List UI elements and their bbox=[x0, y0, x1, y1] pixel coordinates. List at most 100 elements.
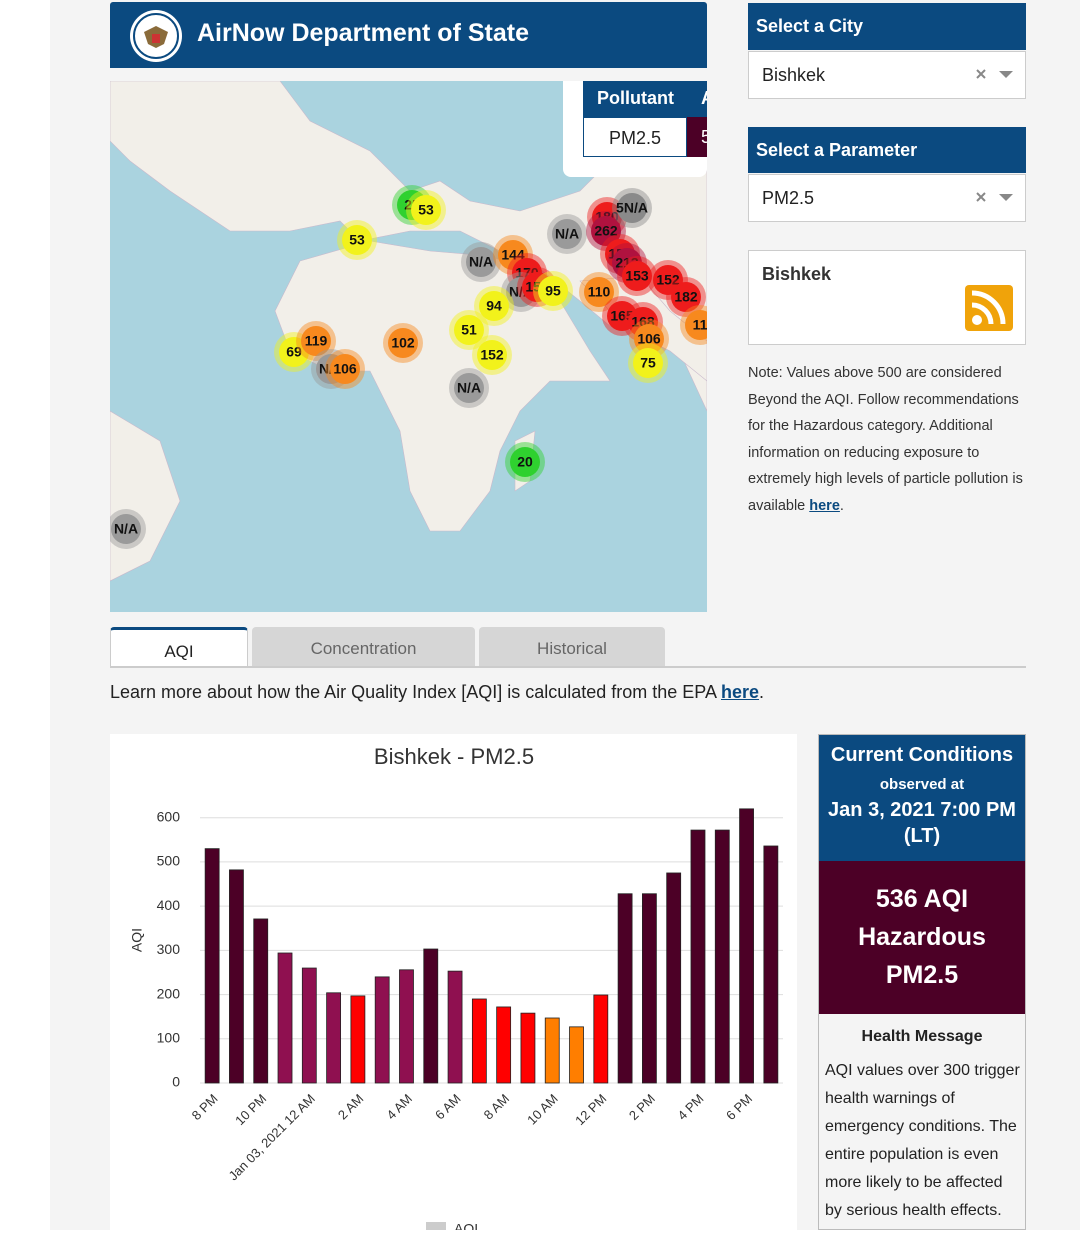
marker-label: 110 bbox=[588, 284, 611, 300]
marker bbox=[477, 340, 507, 370]
aqi-box: 536 AQI Hazardous PM2.5 bbox=[819, 861, 1025, 1014]
marker bbox=[111, 514, 141, 544]
map-canvas: 255353N/A1802625N/AN/A144170N/A156951572… bbox=[110, 81, 707, 582]
parameter-heading: Select a Parameter bbox=[748, 127, 1026, 173]
marker bbox=[466, 247, 496, 277]
marker bbox=[454, 315, 484, 345]
y-tick-label: 0 bbox=[172, 1074, 180, 1090]
bar bbox=[520, 1012, 536, 1084]
marker-label: 152 bbox=[656, 272, 680, 288]
note-link[interactable]: here bbox=[809, 497, 840, 514]
marker-label: 11 bbox=[693, 317, 707, 333]
city-select[interactable]: Bishkek bbox=[748, 51, 1026, 99]
bar bbox=[399, 969, 414, 1084]
bar bbox=[326, 992, 342, 1084]
time-zone: (LT) bbox=[903, 825, 941, 847]
marker-label: 53 bbox=[349, 232, 365, 248]
x-tick-label: 2 PM bbox=[626, 1091, 658, 1123]
note-text: Note: Values above 500 are considered Be… bbox=[748, 365, 1023, 514]
bar bbox=[471, 998, 487, 1084]
marker-label: 165 bbox=[610, 308, 634, 324]
y-tick-label: 100 bbox=[157, 1029, 181, 1045]
x-tick-label: Jan 03, 2021 12 AM bbox=[225, 1091, 317, 1183]
marker-label: 119 bbox=[305, 333, 328, 349]
bar bbox=[423, 948, 439, 1084]
bar bbox=[301, 967, 317, 1084]
bar bbox=[447, 970, 463, 1084]
marker bbox=[454, 373, 484, 403]
tab-rule bbox=[110, 666, 1026, 668]
y-tick-label: 600 bbox=[157, 808, 181, 824]
conditions-header: Current Conditions observed at Jan 3, 20… bbox=[819, 735, 1025, 861]
marker-label: 262 bbox=[594, 223, 618, 239]
legend-swatch bbox=[426, 1222, 446, 1234]
observed-label: observed at bbox=[879, 776, 965, 793]
marker-label: 53 bbox=[418, 202, 434, 218]
marker-label: 182 bbox=[674, 289, 698, 305]
marker bbox=[388, 328, 418, 358]
x-tick-label: 6 AM bbox=[432, 1091, 464, 1123]
bar bbox=[739, 808, 754, 1084]
aqi-category: Hazardous bbox=[858, 923, 986, 951]
marker bbox=[538, 276, 568, 306]
marker-label: N/A bbox=[457, 380, 481, 396]
city-card: Bishkek bbox=[748, 250, 1026, 345]
marker-label: 153 bbox=[625, 268, 649, 284]
marker-label: 5N/A bbox=[616, 200, 648, 216]
select-icons bbox=[976, 192, 1013, 202]
marker-label: 144 bbox=[501, 247, 525, 263]
marker-label: 51 bbox=[461, 322, 477, 338]
marker-label: 106 bbox=[637, 331, 661, 347]
marker bbox=[622, 261, 652, 291]
marker-label: N/A bbox=[114, 521, 138, 537]
tab[interactable]: Historical bbox=[479, 627, 665, 666]
map[interactable]: 255353N/A1802625N/AN/A144170N/A156951572… bbox=[110, 81, 707, 612]
marker bbox=[591, 216, 621, 246]
x-tick-label: 2 AM bbox=[335, 1091, 367, 1123]
x-tick-label: 8 PM bbox=[189, 1091, 221, 1123]
note-end: . bbox=[839, 497, 844, 514]
observed-time: Jan 3, 2021 7:00 PM bbox=[828, 799, 1016, 821]
rss-icon[interactable] bbox=[965, 285, 1013, 331]
bar bbox=[374, 976, 390, 1084]
y-axis-label: AQI bbox=[129, 928, 145, 952]
note: Note: Values above 500 are considered Be… bbox=[748, 360, 1028, 519]
popup-header: Pollutant bbox=[583, 81, 688, 117]
popup-header: A bbox=[687, 81, 707, 117]
learn-more: Learn more about how the Air Quality Ind… bbox=[110, 682, 764, 703]
bar bbox=[763, 845, 779, 1084]
marker-label: 20 bbox=[517, 454, 533, 470]
marker-label: 152 bbox=[480, 347, 504, 363]
city-heading: Select a City bbox=[748, 3, 1026, 50]
aqi-pollutant: PM2.5 bbox=[885, 961, 959, 989]
marker-label: 94 bbox=[486, 298, 502, 314]
health-heading: Health Message bbox=[861, 1028, 983, 1045]
chart-panel: Bishkek - PM2.5 AQI 0 100 200 300 400 500 600 8… bbox=[110, 734, 797, 1235]
tab[interactable]: AQI bbox=[110, 627, 248, 666]
bar bbox=[544, 1017, 560, 1084]
marker-label: 69 bbox=[286, 344, 302, 360]
marker bbox=[510, 447, 540, 477]
health-text: AQI values over 300 trigger health warni… bbox=[825, 1062, 1020, 1219]
city-value: Bishkek bbox=[762, 65, 826, 85]
bar bbox=[253, 918, 269, 1084]
x-tick-label: 10 PM bbox=[232, 1091, 269, 1128]
learn-link[interactable]: here bbox=[720, 682, 760, 702]
aqi-value: 536 AQI bbox=[875, 885, 969, 913]
legend-label: AQI bbox=[454, 1221, 478, 1230]
bar bbox=[277, 952, 293, 1084]
card-title: Bishkek bbox=[762, 264, 832, 284]
parameter-select[interactable]: PM2.5 bbox=[748, 174, 1026, 222]
marker bbox=[584, 277, 614, 307]
marker bbox=[634, 324, 664, 354]
bar bbox=[593, 994, 609, 1084]
x-tick-label: 8 AM bbox=[481, 1091, 513, 1123]
x-tick-label: 10 AM bbox=[524, 1091, 561, 1128]
tab[interactable]: Concentration bbox=[252, 627, 475, 666]
bar bbox=[641, 893, 657, 1084]
marker-label: N/A bbox=[555, 226, 579, 242]
marker bbox=[617, 193, 647, 223]
bar bbox=[229, 869, 244, 1084]
marker-label: 102 bbox=[391, 335, 415, 351]
